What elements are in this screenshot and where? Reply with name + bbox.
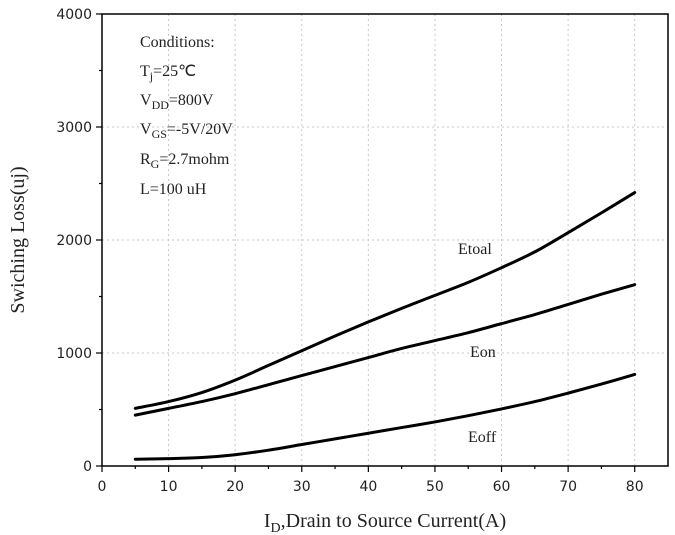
x-tick-label: 20 <box>226 479 244 495</box>
plot-frame <box>101 13 669 467</box>
x-tick-label: 60 <box>493 479 511 495</box>
series-lines <box>133 191 637 461</box>
condition-l: L=100 uH <box>140 181 207 198</box>
x-tick-label: 50 <box>426 479 444 495</box>
ticks: 0 10 20 30 40 50 60 70 80 0 1000 2000 3000 4000 <box>56 7 643 495</box>
conditions-title: Conditions: <box>140 34 215 51</box>
y-tick-label: 0 <box>83 459 92 475</box>
condition-tj: Tj=25℃ <box>140 63 196 83</box>
x-tick-label: 40 <box>359 479 377 495</box>
grid-lines <box>102 14 668 466</box>
conditions-block: Conditions: Tj=25℃ VDD=800V VGS=-5V/20V … <box>140 34 233 198</box>
y-tick-label: 4000 <box>56 7 92 23</box>
series-label-eoff: Eoff <box>468 429 497 446</box>
x-tick-label: 0 <box>98 479 107 495</box>
axes <box>101 13 669 467</box>
condition-vgs: VGS=-5V/20V <box>140 121 233 141</box>
y-tick-label: 1000 <box>56 346 92 362</box>
y-tick-label: 3000 <box>56 120 92 136</box>
series-line-eon <box>133 283 637 417</box>
x-tick-label: 70 <box>559 479 577 495</box>
y-tick-label: 2000 <box>56 233 92 249</box>
condition-vdd: VDD=800V <box>140 92 214 112</box>
x-axis-title: ID,Drain to Source Current(A) <box>264 510 506 535</box>
series-label-etoal: Etoal <box>458 241 492 258</box>
y-axis-title: Swiching Loss(uj) <box>7 166 29 313</box>
series-line-eoff <box>133 372 637 461</box>
series-label-eon: Eon <box>470 344 496 361</box>
series-line-etoal <box>133 191 637 410</box>
x-tick-label: 80 <box>626 479 644 495</box>
condition-rg: RG=2.7mohm <box>140 151 230 171</box>
x-tick-label: 10 <box>160 479 178 495</box>
x-tick-label: 30 <box>293 479 311 495</box>
